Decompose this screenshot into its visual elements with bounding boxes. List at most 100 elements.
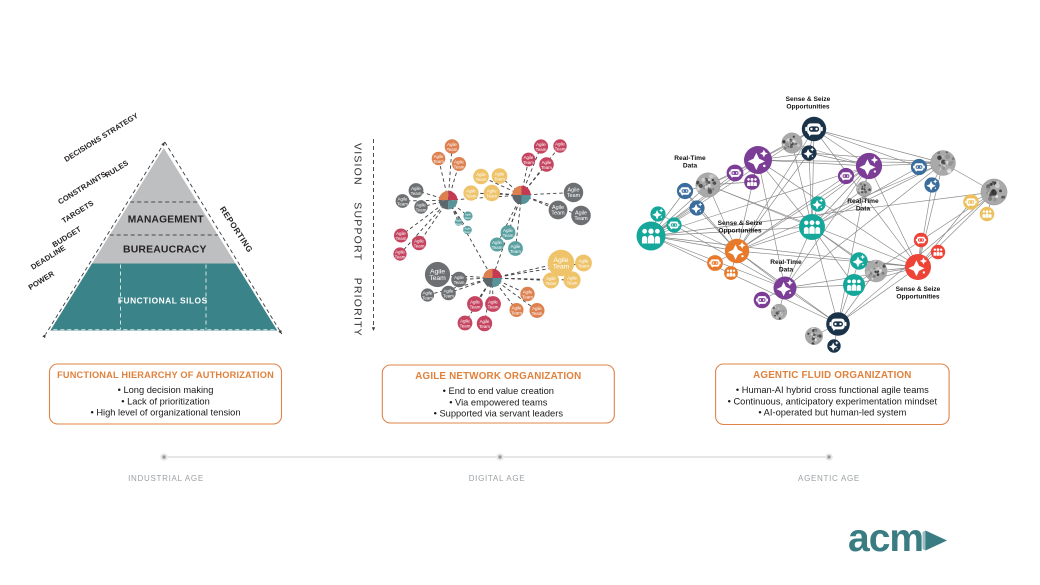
svg-text:Team: Team [551, 210, 565, 216]
svg-text:Agile: Agile [488, 299, 498, 304]
svg-text:Team: Team [465, 216, 473, 220]
svg-text:Agile: Agile [567, 275, 577, 280]
svg-text:Agile: Agile [524, 155, 534, 160]
svg-text:Sense & Seize: Sense & Seize [786, 96, 831, 103]
svg-text:Opportunities: Opportunities [718, 228, 762, 235]
svg-text:Team: Team [522, 294, 533, 299]
svg-text:DECISIONS STRATEGY: DECISIONS STRATEGY [63, 111, 140, 164]
svg-text:Agile: Agile [536, 142, 546, 147]
svg-text:Agile: Agile [464, 227, 471, 231]
svg-text:Team: Team [510, 249, 521, 254]
svg-text:Agile: Agile [434, 154, 444, 159]
svg-text:Agile: Agile [552, 205, 564, 211]
svg-text:Team: Team [488, 304, 499, 309]
svg-text:DEADLINE: DEADLINE [29, 243, 67, 271]
svg-text:• Supported via servant leader: • Supported via servant leaders [434, 409, 564, 419]
svg-text:Team: Team [396, 236, 407, 241]
svg-text:Agile: Agile [553, 257, 568, 264]
svg-text:Agile: Agile [568, 188, 580, 194]
svg-text:Team: Team [395, 254, 406, 259]
svg-text:FUNCTIONAL HIERARCHY OF AUTHOR: FUNCTIONAL HIERARCHY OF AUTHORIZATION [57, 370, 274, 380]
svg-text:Team: Team [455, 222, 463, 226]
svg-text:• End to end value creation: • End to end value creation [443, 386, 554, 396]
svg-text:Team: Team [447, 147, 458, 152]
svg-text:Data: Data [683, 163, 698, 170]
svg-text:Agile: Agile [579, 258, 589, 263]
svg-text:VISION SUPPORT PRIORITY: VISION SUPPORT PRIORITY [352, 143, 364, 337]
svg-text:FUNCTIONAL SILOS: FUNCTIONAL SILOS [118, 296, 208, 306]
svg-text:Team: Team [397, 201, 408, 206]
svg-text:Agile: Agile [466, 188, 476, 193]
svg-text:Real-Time: Real-Time [847, 198, 879, 205]
svg-text:Team: Team [567, 193, 581, 199]
svg-text:Team: Team [523, 160, 534, 165]
svg-text:Agile: Agile [470, 299, 480, 304]
svg-text:Team: Team [422, 295, 433, 300]
svg-text:CONSTRAINTS: CONSTRAINTS [56, 169, 108, 206]
svg-text:Agile: Agile [414, 238, 424, 243]
svg-text:Team: Team [476, 177, 487, 182]
svg-text:Agile: Agile [503, 228, 513, 233]
svg-text:AGENTIC FLUID ORGANIZATION: AGENTIC FLUID ORGANIZATION [753, 370, 912, 381]
svg-text:Team: Team [567, 280, 578, 285]
svg-text:Team: Team [443, 293, 454, 298]
svg-text:Agile: Agile [416, 202, 426, 207]
svg-text:• Lack of prioritization: • Lack of prioritization [121, 396, 210, 406]
svg-text:Agile: Agile [430, 268, 445, 275]
svg-text:Team: Team [578, 263, 589, 268]
svg-text:Team: Team [494, 176, 505, 181]
svg-text:Team: Team [454, 280, 465, 285]
svg-text:Opportunities: Opportunities [786, 104, 830, 111]
svg-text:BUDGET: BUDGET [51, 224, 83, 249]
svg-text:Team: Team [555, 146, 566, 151]
svg-text:Agile: Agile [495, 171, 505, 176]
svg-text:Agile: Agile [492, 240, 502, 245]
svg-text:Team: Team [532, 311, 543, 316]
svg-text:Agile: Agile [511, 244, 521, 249]
svg-text:• Via empowered teams: • Via empowered teams [449, 397, 548, 407]
svg-text:Team: Team [433, 159, 444, 164]
svg-text:Agile: Agile [423, 290, 433, 295]
svg-text:Agile: Agile [542, 160, 552, 165]
svg-text:Agile: Agile [512, 305, 522, 310]
svg-text:Agile: Agile [447, 142, 457, 147]
svg-text:INDUSTRIAL AGE: INDUSTRIAL AGE [128, 474, 204, 483]
svg-text:Agile: Agile [411, 186, 421, 191]
svg-text:Agile: Agile [396, 231, 406, 236]
svg-text:Team: Team [411, 191, 422, 196]
svg-text:Team: Team [414, 243, 425, 248]
svg-text:• Human-AI hybrid cross functi: • Human-AI hybrid cross functional agile… [736, 385, 929, 395]
svg-text:POWER: POWER [27, 269, 57, 292]
svg-text:Team: Team [553, 264, 570, 271]
svg-text:Agile: Agile [398, 196, 408, 201]
svg-text:Team: Team [479, 324, 490, 329]
svg-text:• Continuous, anticipatory exp: • Continuous, anticipatory experimentati… [728, 396, 938, 406]
svg-text:Agile: Agile [454, 275, 464, 280]
svg-text:Team: Team [416, 207, 427, 212]
svg-text:Team: Team [503, 233, 514, 238]
svg-text:AGILE NETWORK ORGANIZATION: AGILE NETWORK ORGANIZATION [415, 371, 581, 382]
svg-text:• High level of organizational: • High level of organizational tension [90, 408, 240, 418]
svg-text:Agile: Agile [575, 211, 587, 217]
svg-text:Team: Team [541, 165, 552, 170]
svg-text:Team: Team [466, 193, 477, 198]
svg-text:Agile: Agile [465, 213, 472, 217]
svg-text:Data: Data [779, 267, 794, 274]
svg-text:Agile: Agile [444, 288, 454, 293]
svg-text:Agile: Agile [555, 141, 565, 146]
svg-text:Agile: Agile [487, 188, 497, 193]
svg-text:Team: Team [460, 323, 471, 328]
svg-text:Team: Team [511, 310, 522, 315]
svg-text:Team: Team [454, 164, 465, 169]
svg-text:Team: Team [492, 245, 503, 250]
svg-text:Team: Team [574, 216, 588, 222]
svg-text:Sense & Seize: Sense & Seize [896, 286, 941, 293]
svg-text:Agile: Agile [476, 172, 486, 177]
svg-text:• AI-operated but human-led sy: • AI-operated but human-led system [758, 408, 906, 418]
svg-text:Agile: Agile [455, 219, 462, 223]
svg-text:Real-Time: Real-Time [770, 259, 802, 266]
svg-text:• Long decision making: • Long decision making [118, 385, 214, 395]
svg-text:Agile: Agile [460, 318, 470, 323]
svg-text:Team: Team [546, 281, 557, 286]
svg-text:Agile: Agile [480, 319, 490, 324]
